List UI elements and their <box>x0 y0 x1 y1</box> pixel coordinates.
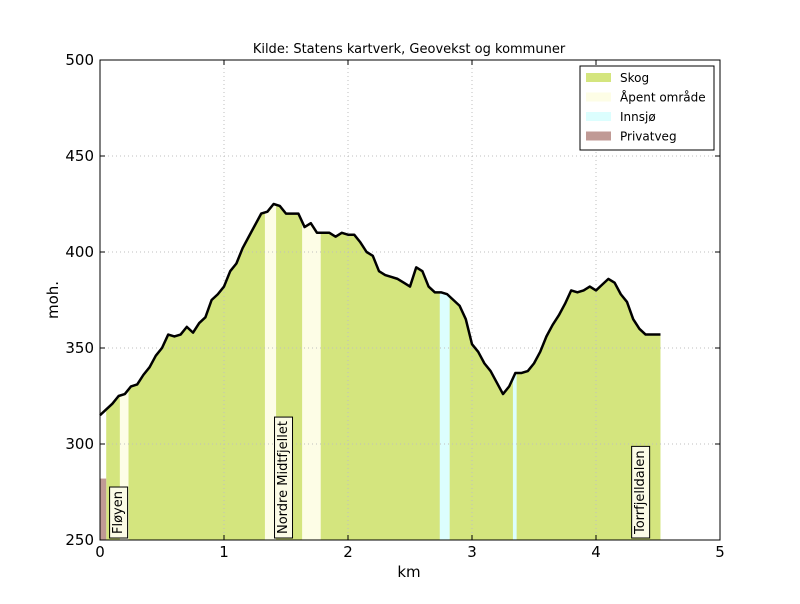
legend: Skog Åpent område Innsjø Privatveg <box>579 65 715 151</box>
legend-label: Innsjø <box>620 110 656 124</box>
x-tick-label: 1 <box>219 543 229 561</box>
elevation-profile-line <box>99 202 661 417</box>
x-tick-label: 5 <box>715 543 725 561</box>
segment-innsj- <box>439 204 451 540</box>
x-tick-label: 0 <box>95 543 105 561</box>
y-tick-label: 250 <box>65 531 94 549</box>
x-tick-label: 4 <box>591 543 601 561</box>
segment--pent-omr-de <box>264 204 277 540</box>
legend-swatch <box>586 131 611 141</box>
y-tick-label: 300 <box>65 435 94 453</box>
legend-swatch <box>586 73 611 82</box>
place-label-box <box>109 486 129 539</box>
plot-frame <box>99 59 721 541</box>
place-label-text: Fløyen <box>111 491 126 534</box>
place-label: Nordre Midtfjellet <box>274 416 294 539</box>
place-label: Torrfjelldalen <box>631 445 651 539</box>
y-tick-label: 500 <box>65 51 94 69</box>
legend-swatch <box>586 92 611 102</box>
y-tick-label: 450 <box>65 147 94 165</box>
place-label: Fløyen <box>109 486 129 539</box>
legend-label: Åpent område <box>620 90 706 105</box>
place-label-text: Nordre Midtfjellet <box>276 421 291 534</box>
segment-privatveg <box>100 478 107 540</box>
y-tick-label: 350 <box>65 339 94 357</box>
chart-title: Kilde: Statens kartverk, Geovekst og kom… <box>253 42 566 57</box>
segment--pent-omr-de <box>302 204 322 540</box>
y-tick-label: 400 <box>65 243 94 261</box>
legend-label: Skog <box>620 71 649 85</box>
x-tick-label: 3 <box>467 543 477 561</box>
y-axis-label: moh. <box>44 281 62 319</box>
place-label-box <box>631 445 651 539</box>
place-label-box <box>274 416 294 539</box>
x-tick-label: 2 <box>343 543 353 561</box>
legend-swatch <box>586 112 611 121</box>
place-label-text: Torrfjelldalen <box>633 450 648 535</box>
legend-label: Privatveg <box>620 130 677 144</box>
x-axis-label: km <box>397 563 420 581</box>
